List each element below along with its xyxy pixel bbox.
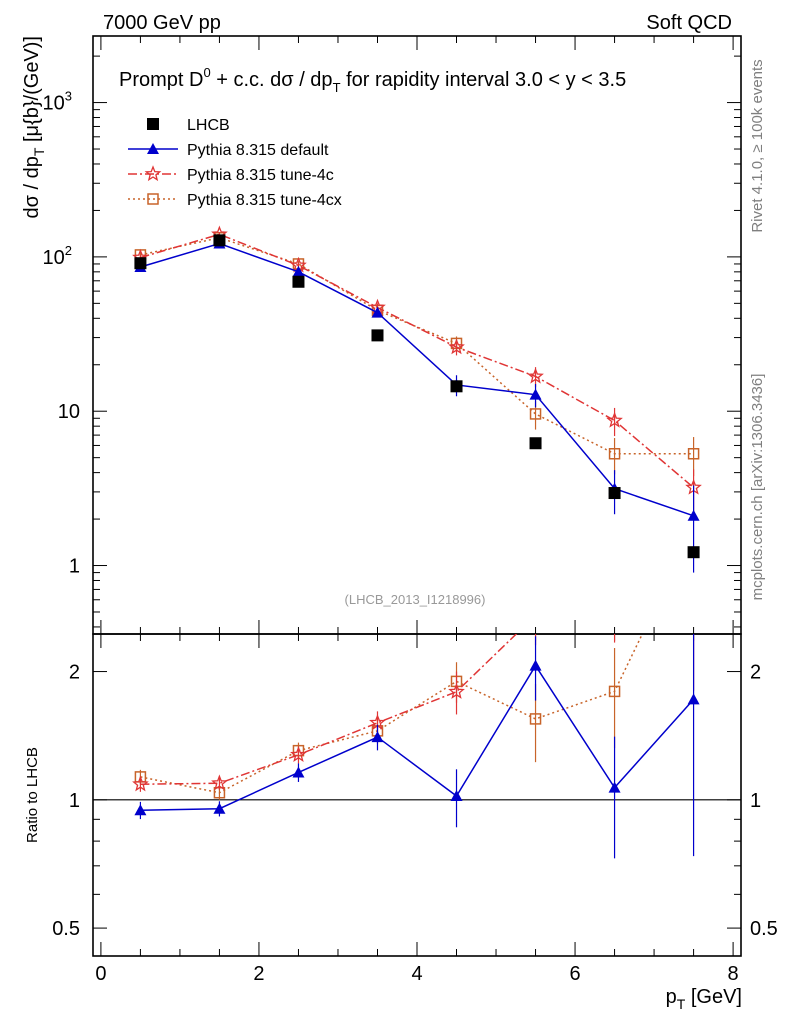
series-point <box>687 509 700 521</box>
ratio-point <box>608 685 621 698</box>
data-point-lhcb <box>687 546 700 559</box>
series-point <box>448 338 465 355</box>
main-panel-series <box>132 225 702 573</box>
data-point-lhcb <box>292 275 305 288</box>
legend-label: Pythia 8.315 tune-4c <box>187 167 334 184</box>
legend-marker <box>147 143 159 154</box>
ratio-point <box>687 614 700 627</box>
ratio-tick-label-right: 1 <box>750 790 761 812</box>
header-right: Soft QCD <box>646 12 732 34</box>
data-point-lhcb <box>529 437 542 450</box>
x-tick-label: 4 <box>411 963 422 985</box>
legend-label: Pythia 8.315 tune-4cx <box>187 192 342 209</box>
ratio-tick-label-right: 0.5 <box>750 918 778 940</box>
ratio-point <box>687 693 700 705</box>
legend-marker-lhcb <box>147 118 159 130</box>
y-axis-label: dσ / dpT [μ{b}/(GeV)] <box>21 36 47 219</box>
series-point <box>527 367 544 384</box>
series-point <box>608 448 621 460</box>
ratio-series-line <box>140 634 644 794</box>
series-line <box>140 236 694 455</box>
ratio-point <box>450 790 463 802</box>
data-point-lhcb <box>134 257 147 270</box>
data-point-lhcb <box>213 234 226 247</box>
ratio-point <box>134 804 147 816</box>
x-tick-label: 8 <box>728 963 739 985</box>
series-point <box>687 448 700 460</box>
ratio-tick-label: 2 <box>69 662 80 684</box>
legend-marker <box>144 165 162 182</box>
ratio-point <box>529 608 542 621</box>
data-point-lhcb <box>608 487 621 500</box>
ratio-y-axis-label: Ratio to LHCB <box>24 747 41 843</box>
series-point <box>606 411 623 428</box>
ratio-point <box>448 683 465 699</box>
legend-marker <box>147 193 159 205</box>
analysis-watermark: (LHCB_2013_I1218996) <box>345 592 486 607</box>
series-line <box>140 242 694 517</box>
x-axis-label: pT [GeV] <box>666 986 742 1012</box>
ratio-point <box>213 802 226 814</box>
series-line <box>140 233 695 489</box>
legend-label-lhcb: LHCB <box>187 117 230 134</box>
ratio-point <box>608 593 621 606</box>
ratio-point <box>211 774 228 791</box>
legend-label: Pythia 8.315 default <box>187 142 329 159</box>
side-label-rivet: Rivet 4.1.0, ≥ 100k events <box>749 59 766 232</box>
ratio-point <box>608 781 621 793</box>
y-tick-label: 103 <box>43 89 72 115</box>
data-point-lhcb <box>450 380 463 393</box>
ratio-point <box>371 731 384 743</box>
series-point <box>529 408 542 420</box>
ratio-point <box>290 745 307 762</box>
x-tick-label: 2 <box>253 963 264 985</box>
side-label-mcplots: mcplots.cern.ch [arXiv:1306.3436] <box>749 374 766 601</box>
ratio-tick-label-right: 2 <box>750 662 761 684</box>
ratio-series-line <box>140 664 695 812</box>
y-tick-label: 10 <box>58 401 80 423</box>
ratio-point <box>132 775 149 792</box>
y-tick-label: 102 <box>43 243 72 269</box>
y-tick-label: 1 <box>69 556 80 578</box>
series-point <box>529 388 542 400</box>
ratio-panel-series <box>132 593 700 859</box>
series-layer <box>132 225 702 859</box>
x-tick-label: 0 <box>95 963 106 985</box>
plot-title: Prompt D0 + c.c. dσ / dpT for rapidity i… <box>119 65 626 95</box>
ratio-series-line <box>140 634 518 785</box>
ratio-point <box>292 766 305 778</box>
ratio-plot-frame <box>92 633 742 957</box>
ratio-point <box>529 713 542 725</box>
ratio-tick-label: 1 <box>69 790 80 812</box>
header-left: 7000 GeV pp <box>103 12 221 34</box>
series-point <box>371 306 384 318</box>
data-point-lhcb <box>371 329 384 342</box>
ratio-tick-label: 0.5 <box>52 918 80 940</box>
series-point <box>292 265 305 277</box>
axes-ticks: 0 2 4 6 8 1 10 102 103 0.5 0.5 1 1 2 2 <box>43 36 778 985</box>
legend: LHCB Pythia 8.315 default Pythia 8.315 tun… <box>128 117 342 209</box>
x-tick-label: 6 <box>569 963 580 985</box>
ratio-point <box>529 659 542 671</box>
